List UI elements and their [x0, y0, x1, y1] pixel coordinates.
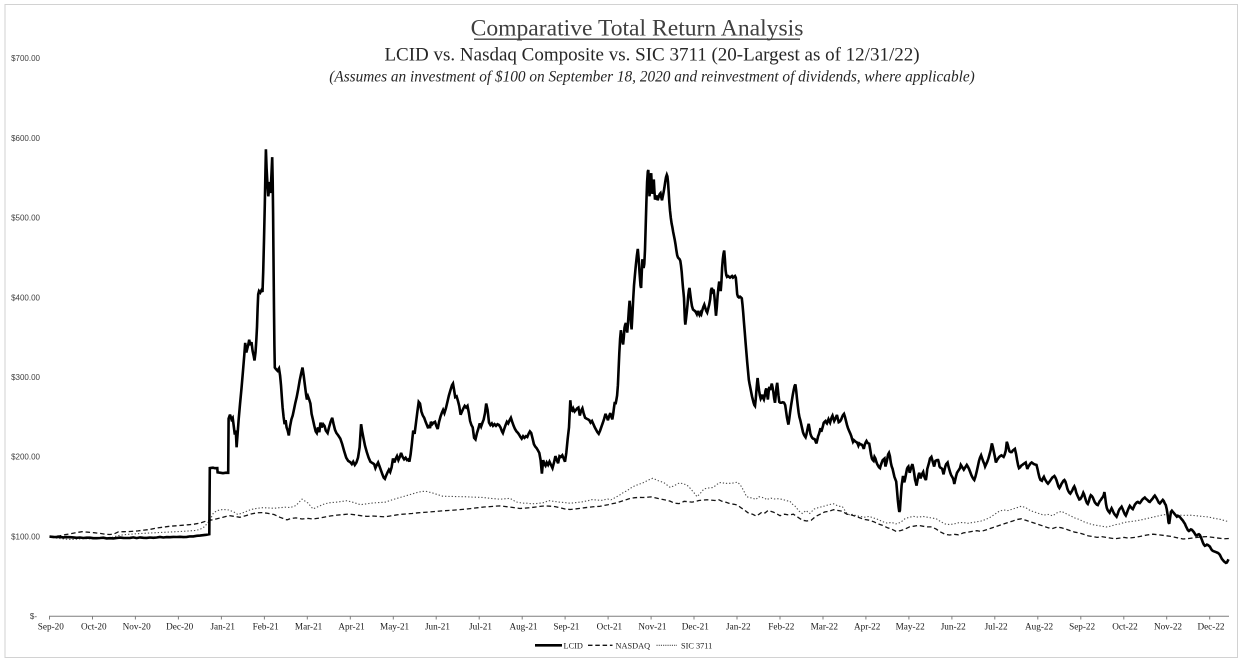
svg-text:Comparative Total Return Analy: Comparative Total Return Analysis — [471, 15, 804, 41]
svg-text:Sep-21: Sep-21 — [553, 621, 579, 631]
svg-text:Mar-22: Mar-22 — [811, 621, 839, 631]
svg-text:Jun-21: Jun-21 — [425, 621, 450, 631]
svg-text:Dec-21: Dec-21 — [682, 621, 709, 631]
svg-text:$100.00: $100.00 — [11, 532, 40, 541]
svg-text:Dec-22: Dec-22 — [1197, 621, 1224, 631]
svg-text:Sep-20: Sep-20 — [38, 621, 64, 631]
svg-text:Jan-21: Jan-21 — [210, 621, 235, 631]
svg-text:Oct-22: Oct-22 — [1112, 621, 1138, 631]
svg-text:Jun-22: Jun-22 — [941, 621, 966, 631]
svg-text:Jul-22: Jul-22 — [985, 621, 1008, 631]
svg-text:SIC 3711: SIC 3711 — [681, 641, 712, 650]
svg-text:Jan-22: Jan-22 — [726, 621, 751, 631]
svg-text:Sep-22: Sep-22 — [1069, 621, 1095, 631]
svg-text:Jul-21: Jul-21 — [469, 621, 492, 631]
svg-text:$700.00: $700.00 — [11, 54, 40, 63]
svg-text:Aug-22: Aug-22 — [1025, 621, 1053, 631]
svg-text:May-22: May-22 — [896, 621, 925, 631]
svg-text:Nov-20: Nov-20 — [123, 621, 151, 631]
svg-text:Apr-22: Apr-22 — [854, 621, 881, 631]
svg-text:$400.00: $400.00 — [11, 293, 40, 302]
svg-text:Oct-21: Oct-21 — [597, 621, 623, 631]
svg-text:Oct-20: Oct-20 — [81, 621, 107, 631]
svg-text:(Assumes an investment of $100: (Assumes an investment of $100 on Septem… — [329, 68, 974, 85]
svg-text:Mar-21: Mar-21 — [295, 621, 323, 631]
svg-text:$300.00: $300.00 — [11, 373, 40, 382]
svg-text:$500.00: $500.00 — [11, 214, 40, 223]
svg-text:Dec-20: Dec-20 — [166, 621, 193, 631]
svg-text:Nov-21: Nov-21 — [638, 621, 666, 631]
svg-text:Feb-21: Feb-21 — [253, 621, 279, 631]
svg-text:Feb-22: Feb-22 — [768, 621, 794, 631]
svg-text:May-21: May-21 — [380, 621, 409, 631]
svg-text:Nov-22: Nov-22 — [1154, 621, 1182, 631]
svg-text:$600.00: $600.00 — [11, 134, 40, 143]
svg-text:Apr-21: Apr-21 — [338, 621, 365, 631]
svg-text:NASDAQ: NASDAQ — [616, 641, 651, 650]
svg-text:$200.00: $200.00 — [11, 453, 40, 462]
svg-text:$-: $- — [30, 612, 37, 621]
svg-text:Aug-21: Aug-21 — [509, 621, 537, 631]
svg-text:LCID: LCID — [564, 641, 583, 650]
svg-text:LCID vs. Nasdaq Composite vs.: LCID vs. Nasdaq Composite vs. SIC 3711 (… — [384, 45, 919, 66]
